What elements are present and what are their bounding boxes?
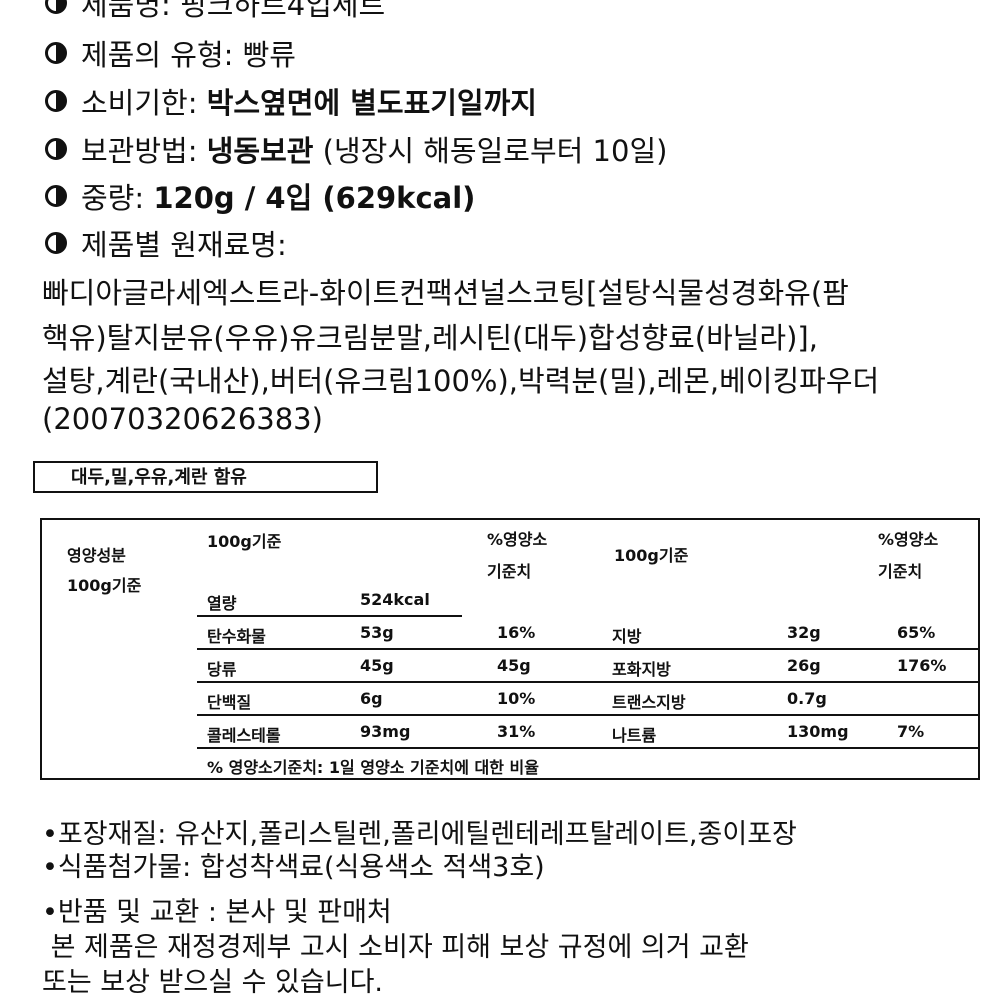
nutrition-cell: 176%	[897, 656, 947, 675]
info-bold: 냉동보관	[206, 134, 314, 168]
info-text: 제품별 원재료명:	[81, 222, 287, 264]
nutrition-cell: 탄수화물	[207, 627, 266, 646]
nutrition-cell: 6g	[360, 689, 383, 708]
nutrition-cell: 지방	[612, 627, 642, 646]
note-line: •포장재질: 유산지,폴리스틸렌,폴리에틸렌테레프탈레이트,종이포장	[42, 819, 797, 850]
info-bold: 박스옆면에 별도표기일까지	[206, 86, 537, 120]
nutrition-cell: 31%	[497, 722, 536, 741]
nutrition-cell: 26g	[787, 656, 821, 675]
nutrition-cell: 단백질	[207, 693, 252, 712]
info-value: 빵류	[242, 38, 296, 72]
info-rest: (냉장시 해동일로부터 10일)	[322, 134, 668, 168]
row-line	[197, 681, 980, 683]
bullet-icon	[45, 185, 67, 207]
ingredient-line: 설탕,계란(국내산),버터(유크림100%),박력분(밀),레몬,베이킹파우더	[42, 364, 880, 398]
row-line	[197, 747, 980, 749]
info-line: 제품별 원재료명:	[45, 222, 287, 264]
info-line: 중량: 120g / 4입 (629kcal)	[45, 175, 475, 217]
nutrition-cell: 32g	[787, 623, 821, 642]
bullet-icon	[45, 42, 67, 64]
nutrition-cell: 7%	[897, 722, 925, 741]
column-header: 100g기준	[614, 546, 689, 565]
nutrition-cell: 포화지방	[612, 660, 671, 679]
column-header: 기준치	[878, 562, 923, 581]
info-label: 제품의 유형:	[81, 38, 234, 72]
note-line: 본 제품은 재정경제부 고시 소비자 피해 보상 규정에 의거 교환	[42, 932, 749, 963]
nutrition-cell: 콜레스테롤	[207, 726, 281, 745]
footnote: % 영양소기준치: 1일 영양소 기준치에 대한 비율	[207, 758, 539, 777]
bullet-icon	[45, 232, 67, 254]
info-line: 제품명: 핑크하트4입세트	[45, 0, 385, 24]
column-header: 기준치	[487, 562, 532, 581]
column-header: %영양소	[487, 530, 548, 549]
ingredient-line: 빠디아글라세엑스트라-화이트컨팩션널스코팅[설탕식물성경화유(팜	[42, 276, 849, 310]
nutrition-cell: 45g	[497, 656, 531, 675]
info-label: 보관방법:	[81, 134, 198, 168]
nutrition-cell: 130mg	[787, 722, 849, 741]
bullet-icon	[45, 90, 67, 112]
nutrition-cell: 16%	[497, 623, 536, 642]
nutrition-cell: 53g	[360, 623, 394, 642]
info-label: 중량:	[81, 181, 145, 215]
row-line	[197, 714, 980, 716]
note-line: •식품첨가물: 합성착색료(식용색소 적색3호)	[42, 852, 545, 883]
note-line: •반품 및 교환 : 본사 및 판매처	[42, 897, 392, 928]
info-text: 소비기한: 박스옆면에 별도표기일까지	[81, 80, 537, 122]
nutrition-cell: 45g	[360, 656, 394, 675]
info-line: 보관방법: 냉동보관 (냉장시 해동일로부터 10일)	[45, 128, 667, 170]
nutrition-cell: 트랜스지방	[612, 693, 686, 712]
info-line: 소비기한: 박스옆면에 별도표기일까지	[45, 80, 537, 122]
nutrition-cell: 65%	[897, 623, 936, 642]
info-label: 소비기한:	[81, 86, 198, 120]
bullet-icon	[45, 0, 67, 14]
nutrition-cell: 열량	[207, 594, 237, 613]
nutrition-cell: 524kcal	[360, 590, 430, 609]
ingredient-line: (20070320626383)	[42, 402, 323, 436]
corner-label: 영양성분	[67, 546, 126, 565]
info-label: 제품별 원재료명:	[81, 228, 287, 262]
info-text: 중량: 120g / 4입 (629kcal)	[81, 175, 475, 217]
note-line: 또는 보상 받으실 수 있습니다.	[42, 967, 383, 998]
allergen: 대두,밀,우유,계란 함유	[33, 461, 378, 493]
info-value: 핑크하트4입세트	[180, 0, 386, 22]
info-text: 보관방법: 냉동보관 (냉장시 해동일로부터 10일)	[81, 128, 667, 170]
ingredient-line: 핵유)탈지분유(우유)유크림분말,레시틴(대두)합성향료(바닐라)],	[42, 321, 818, 355]
info-bold: 120g / 4입 (629kcal)	[153, 181, 476, 215]
info-text: 제품명: 핑크하트4입세트	[81, 0, 385, 24]
nutrition-cell: 당류	[207, 660, 237, 679]
corner-label: 100g기준	[67, 576, 142, 595]
nutrition-cell: 93mg	[360, 722, 411, 741]
column-header: 100g기준	[207, 532, 282, 551]
row-line	[197, 615, 462, 617]
column-header: %영양소	[878, 530, 939, 549]
info-text: 제품의 유형: 빵류	[81, 32, 296, 74]
nutrition-cell: 나트륨	[612, 726, 657, 745]
row-line	[197, 648, 980, 650]
info-line: 제품의 유형: 빵류	[45, 32, 296, 74]
info-label: 제품명:	[81, 0, 171, 22]
nutrition-cell: 10%	[497, 689, 536, 708]
bullet-icon	[45, 138, 67, 160]
nutrition-cell: 0.7g	[787, 689, 827, 708]
